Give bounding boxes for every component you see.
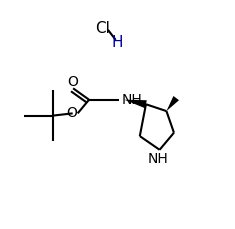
Polygon shape — [166, 96, 179, 111]
Text: NH: NH — [148, 152, 168, 166]
Text: Cl: Cl — [95, 21, 110, 35]
Text: NH: NH — [121, 93, 142, 107]
Polygon shape — [124, 100, 147, 108]
Text: O: O — [67, 75, 78, 89]
Text: H: H — [112, 35, 123, 50]
Text: O: O — [66, 106, 77, 120]
